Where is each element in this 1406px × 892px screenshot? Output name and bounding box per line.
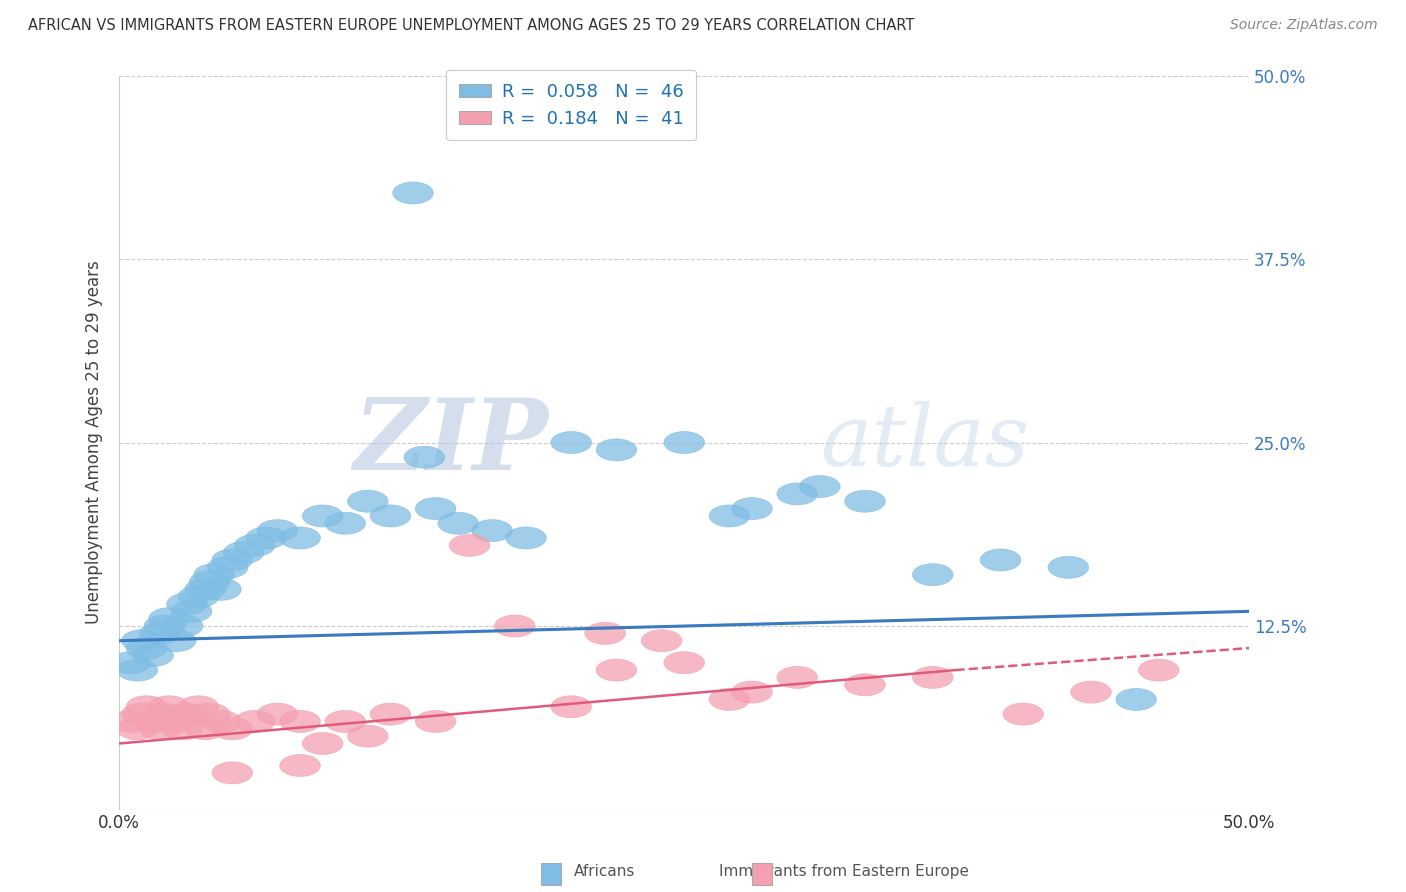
Ellipse shape: [145, 615, 184, 637]
Ellipse shape: [585, 623, 626, 644]
Ellipse shape: [325, 512, 366, 534]
Ellipse shape: [415, 498, 456, 520]
Ellipse shape: [1139, 659, 1180, 681]
Ellipse shape: [257, 703, 298, 725]
Ellipse shape: [184, 718, 225, 739]
Ellipse shape: [201, 578, 242, 600]
Ellipse shape: [472, 520, 512, 541]
Ellipse shape: [731, 681, 772, 703]
Ellipse shape: [162, 718, 202, 739]
Ellipse shape: [212, 718, 253, 739]
Ellipse shape: [347, 725, 388, 747]
Ellipse shape: [121, 630, 162, 652]
Ellipse shape: [709, 689, 749, 710]
Ellipse shape: [1047, 557, 1088, 578]
Ellipse shape: [117, 718, 157, 739]
Ellipse shape: [731, 498, 772, 520]
Ellipse shape: [212, 762, 253, 784]
Ellipse shape: [302, 505, 343, 527]
Ellipse shape: [172, 600, 212, 623]
Ellipse shape: [212, 549, 253, 571]
Ellipse shape: [149, 696, 190, 718]
Ellipse shape: [139, 623, 180, 644]
Ellipse shape: [437, 512, 478, 534]
Ellipse shape: [641, 630, 682, 652]
Ellipse shape: [190, 571, 231, 593]
Ellipse shape: [235, 710, 276, 732]
Ellipse shape: [235, 534, 276, 557]
Ellipse shape: [194, 564, 235, 586]
Ellipse shape: [596, 439, 637, 461]
Ellipse shape: [162, 615, 202, 637]
Ellipse shape: [167, 593, 208, 615]
Ellipse shape: [127, 696, 167, 718]
Ellipse shape: [596, 659, 637, 681]
Text: Africans: Africans: [574, 863, 636, 879]
Ellipse shape: [845, 491, 886, 512]
Ellipse shape: [121, 703, 162, 725]
Ellipse shape: [167, 703, 208, 725]
Ellipse shape: [110, 710, 150, 732]
Ellipse shape: [325, 710, 366, 732]
Ellipse shape: [912, 564, 953, 586]
Ellipse shape: [551, 432, 592, 453]
Text: Source: ZipAtlas.com: Source: ZipAtlas.com: [1230, 18, 1378, 32]
Ellipse shape: [845, 673, 886, 696]
Ellipse shape: [280, 527, 321, 549]
Ellipse shape: [495, 615, 536, 637]
Ellipse shape: [370, 703, 411, 725]
Ellipse shape: [1116, 689, 1157, 710]
Ellipse shape: [778, 483, 817, 505]
Ellipse shape: [149, 607, 190, 630]
Ellipse shape: [709, 505, 749, 527]
Ellipse shape: [912, 666, 953, 689]
Ellipse shape: [145, 703, 184, 725]
Ellipse shape: [302, 732, 343, 755]
Ellipse shape: [179, 586, 219, 607]
Ellipse shape: [117, 659, 157, 681]
Text: Immigrants from Eastern Europe: Immigrants from Eastern Europe: [718, 863, 969, 879]
Ellipse shape: [664, 432, 704, 453]
Ellipse shape: [347, 491, 388, 512]
Ellipse shape: [551, 696, 592, 718]
Ellipse shape: [224, 541, 264, 564]
Ellipse shape: [127, 637, 167, 659]
Ellipse shape: [280, 755, 321, 777]
Ellipse shape: [139, 718, 180, 739]
Y-axis label: Unemployment Among Ages 25 to 29 years: Unemployment Among Ages 25 to 29 years: [86, 260, 103, 624]
Ellipse shape: [201, 710, 242, 732]
Ellipse shape: [132, 644, 173, 666]
Ellipse shape: [190, 703, 231, 725]
Ellipse shape: [246, 527, 287, 549]
Ellipse shape: [156, 630, 195, 652]
Ellipse shape: [110, 652, 150, 673]
Ellipse shape: [179, 696, 219, 718]
Ellipse shape: [415, 710, 456, 732]
Ellipse shape: [664, 652, 704, 673]
Ellipse shape: [800, 475, 841, 498]
Ellipse shape: [392, 182, 433, 204]
Ellipse shape: [132, 710, 173, 732]
Ellipse shape: [1002, 703, 1043, 725]
Ellipse shape: [370, 505, 411, 527]
Text: atlas: atlas: [820, 401, 1029, 483]
Ellipse shape: [184, 578, 225, 600]
Text: AFRICAN VS IMMIGRANTS FROM EASTERN EUROPE UNEMPLOYMENT AMONG AGES 25 TO 29 YEARS: AFRICAN VS IMMIGRANTS FROM EASTERN EUROP…: [28, 18, 914, 33]
Ellipse shape: [208, 557, 247, 578]
Ellipse shape: [980, 549, 1021, 571]
Ellipse shape: [506, 527, 547, 549]
Ellipse shape: [257, 520, 298, 541]
Ellipse shape: [156, 710, 195, 732]
Ellipse shape: [1070, 681, 1111, 703]
Ellipse shape: [280, 710, 321, 732]
Legend: R =  0.058   N =  46, R =  0.184   N =  41: R = 0.058 N = 46, R = 0.184 N = 41: [446, 70, 696, 140]
Ellipse shape: [778, 666, 817, 689]
Ellipse shape: [449, 534, 489, 557]
Text: ZIP: ZIP: [354, 394, 548, 491]
Ellipse shape: [404, 446, 444, 468]
